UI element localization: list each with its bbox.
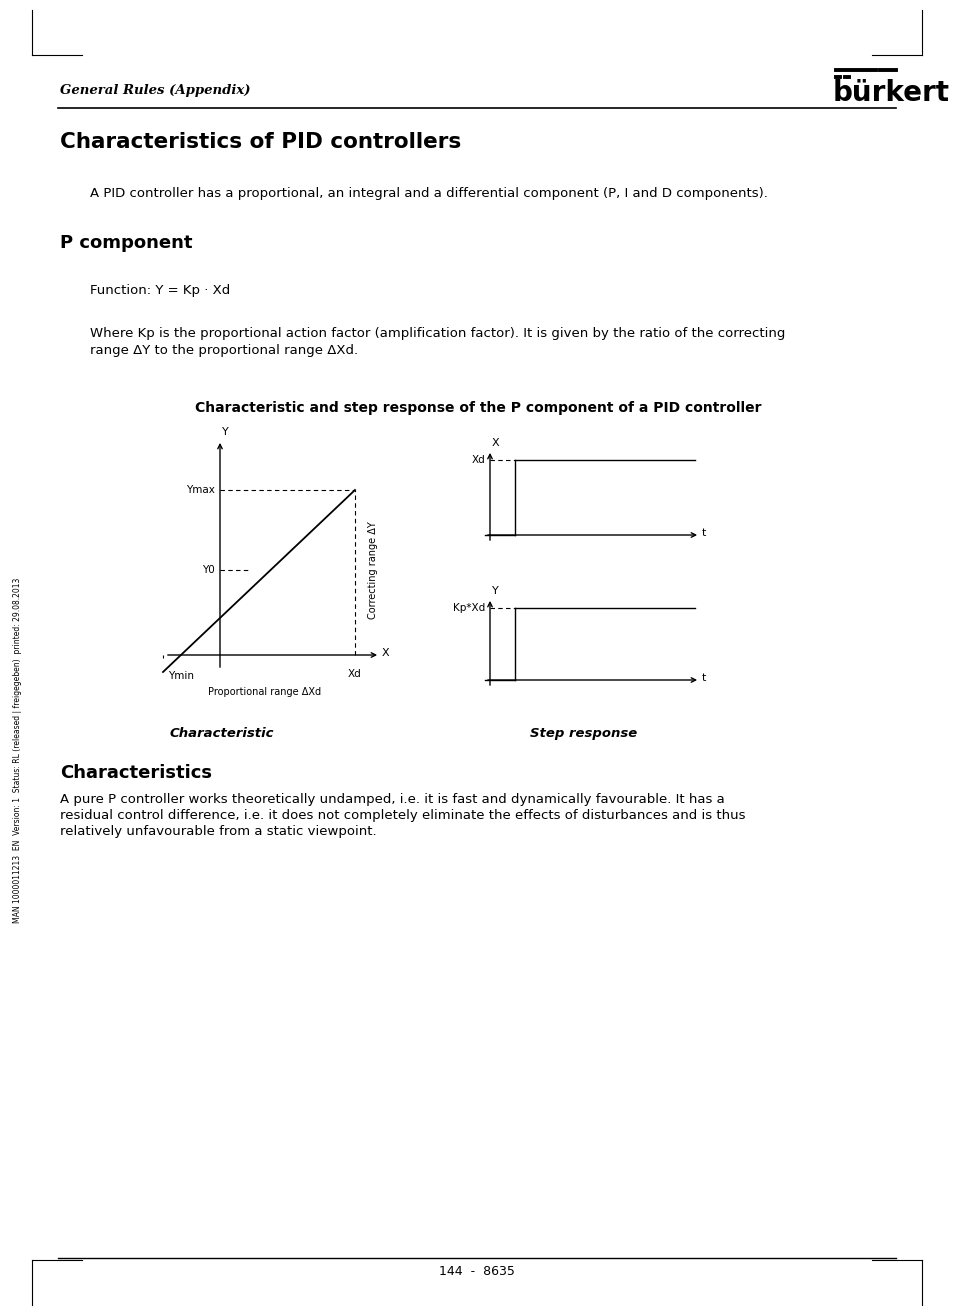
Text: Y0: Y0 [202, 565, 214, 575]
Text: MAN 1000011213  EN  Version: 1  Status: RL (released | freigegeben)  printed: 29: MAN 1000011213 EN Version: 1 Status: RL … [13, 577, 23, 923]
Text: Step response: Step response [530, 727, 637, 740]
Text: Xd: Xd [471, 455, 484, 466]
Text: Y: Y [222, 427, 229, 437]
Text: 144  -  8635: 144 - 8635 [438, 1265, 515, 1278]
Text: A PID controller has a proportional, an integral and a differential component (P: A PID controller has a proportional, an … [90, 187, 767, 200]
Text: Where Kp is the proportional action factor (amplification factor). It is given b: Where Kp is the proportional action fact… [90, 327, 784, 341]
Text: General Rules (Appendix): General Rules (Appendix) [60, 84, 251, 97]
Text: A pure P controller works theoretically undamped, i.e. it is fast and dynamicall: A pure P controller works theoretically … [60, 793, 724, 806]
Text: Characteristics: Characteristics [60, 764, 212, 782]
Text: Characteristic and step response of the P component of a PID controller: Characteristic and step response of the … [194, 401, 760, 416]
Text: range ΔY to the proportional range ΔXd.: range ΔY to the proportional range ΔXd. [90, 345, 357, 356]
Text: Ymin: Ymin [168, 671, 193, 681]
Text: Function: Y = Kp · Xd: Function: Y = Kp · Xd [90, 284, 230, 297]
Text: Proportional range ΔXd: Proportional range ΔXd [208, 686, 321, 697]
Text: Correcting range ΔY: Correcting range ΔY [368, 521, 377, 619]
Text: t: t [701, 529, 705, 538]
Text: Characteristic: Characteristic [170, 727, 274, 740]
Text: relatively unfavourable from a static viewpoint.: relatively unfavourable from a static vi… [60, 825, 376, 838]
Text: t: t [701, 673, 705, 682]
Text: Characteristics of PID controllers: Characteristics of PID controllers [60, 132, 460, 153]
Text: Ymax: Ymax [186, 485, 214, 494]
Text: X: X [381, 648, 389, 658]
Text: residual control difference, i.e. it does not completely eliminate the effects o: residual control difference, i.e. it doe… [60, 809, 744, 822]
Text: bürkert: bürkert [832, 79, 949, 107]
Text: P component: P component [60, 234, 193, 252]
Text: Y: Y [492, 586, 498, 596]
Text: Xd: Xd [348, 669, 361, 679]
Text: X: X [492, 438, 499, 448]
Text: Kp*Xd: Kp*Xd [453, 604, 484, 613]
